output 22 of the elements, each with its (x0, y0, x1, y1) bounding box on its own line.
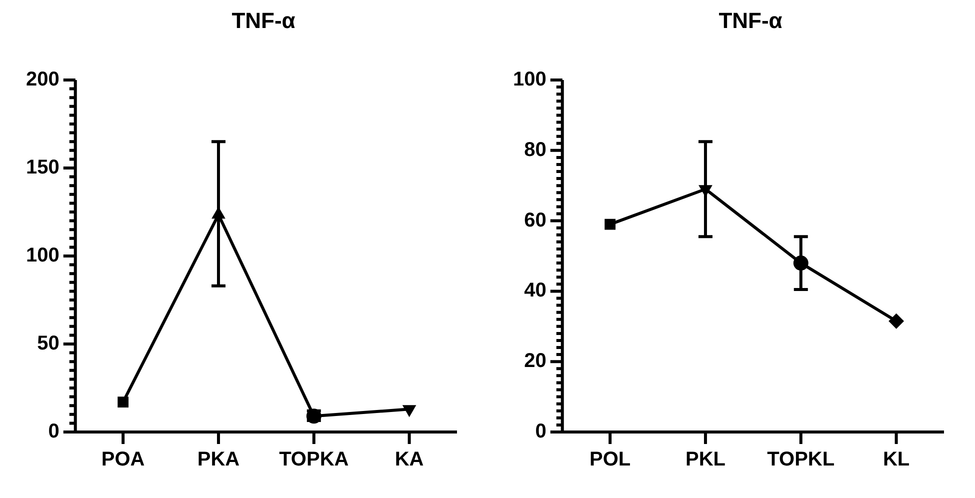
y-tick-label: 20 (524, 350, 546, 372)
y-tick-label: 80 (524, 138, 546, 161)
y-tick-label: 40 (524, 280, 546, 302)
y-tick-label: 100 (26, 244, 60, 267)
x-tick-label: PKA (197, 448, 240, 471)
y-tick-label: 50 (37, 332, 60, 355)
x-tick-label: TOPKL (767, 448, 835, 471)
chart-title: TNF-α (230, 8, 296, 34)
x-tick-label: POA (101, 448, 145, 471)
y-tick-label: 200 (26, 68, 60, 91)
chart-title: TNF-α (718, 8, 784, 34)
x-tick-label: PKL (685, 448, 726, 471)
point (888, 314, 904, 329)
y-tick-label: 0 (48, 420, 60, 443)
y-tick-label: 150 (26, 156, 60, 179)
x-tick-label: KA (394, 448, 424, 471)
x-tick-label: POL (590, 448, 631, 471)
x-tick-label: TOPKA (279, 448, 349, 471)
y-tick-label: 0 (535, 420, 546, 443)
x-tick-label: KL (882, 448, 910, 471)
y-tick-label: 100 (512, 68, 546, 91)
y-tick-label: 60 (524, 209, 546, 232)
